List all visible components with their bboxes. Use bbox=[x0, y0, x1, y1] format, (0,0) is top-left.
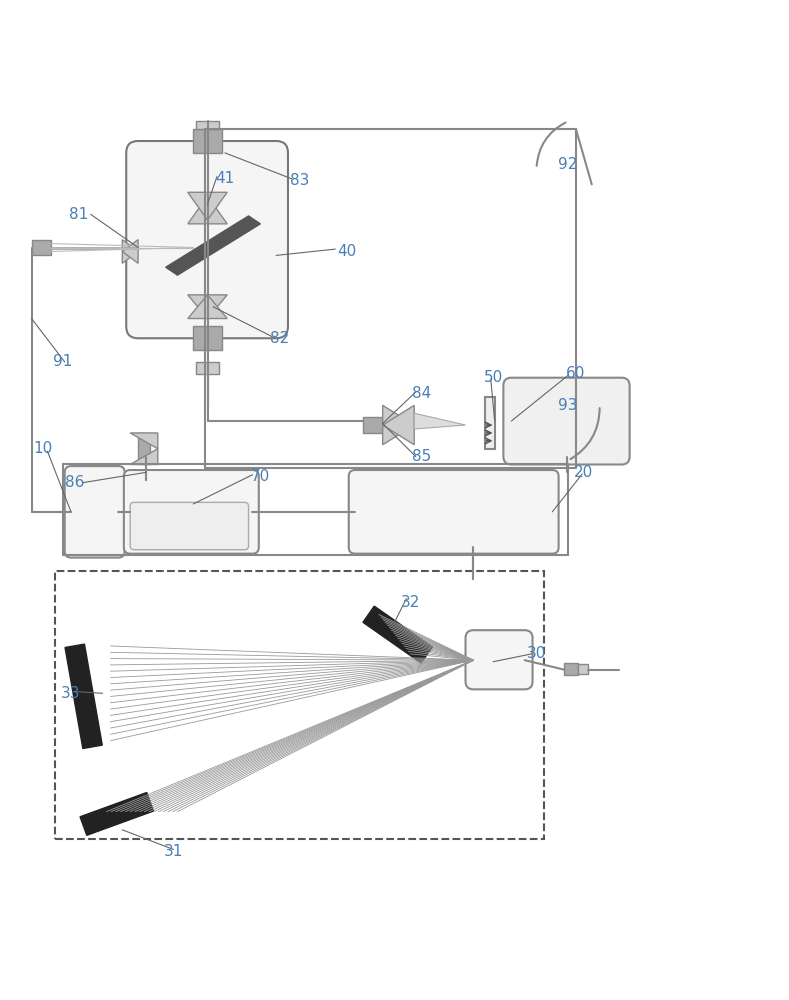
Bar bbox=[80, 793, 154, 835]
Bar bbox=[55, 571, 544, 839]
Bar bbox=[193, 129, 222, 153]
FancyBboxPatch shape bbox=[503, 378, 630, 464]
FancyBboxPatch shape bbox=[466, 630, 533, 689]
Bar bbox=[196, 362, 219, 374]
Text: 10: 10 bbox=[34, 441, 53, 456]
Polygon shape bbox=[166, 216, 260, 275]
Polygon shape bbox=[414, 413, 466, 429]
Text: 81: 81 bbox=[69, 207, 88, 222]
Text: 33: 33 bbox=[62, 686, 80, 701]
Polygon shape bbox=[130, 433, 158, 449]
Text: 85: 85 bbox=[413, 449, 432, 464]
Polygon shape bbox=[188, 196, 227, 224]
Text: 93: 93 bbox=[559, 398, 578, 413]
Bar bbox=[193, 326, 222, 350]
Text: 83: 83 bbox=[290, 173, 309, 188]
Text: 31: 31 bbox=[164, 844, 183, 859]
Polygon shape bbox=[130, 449, 158, 464]
Text: 70: 70 bbox=[251, 469, 270, 484]
Text: 92: 92 bbox=[559, 157, 578, 172]
Bar bbox=[65, 644, 103, 749]
FancyBboxPatch shape bbox=[124, 470, 259, 554]
Polygon shape bbox=[383, 405, 414, 445]
Bar bbox=[32, 240, 51, 255]
Text: 82: 82 bbox=[271, 331, 290, 346]
Bar bbox=[138, 433, 150, 464]
Bar bbox=[363, 606, 432, 663]
Text: 84: 84 bbox=[413, 386, 432, 401]
Bar bbox=[564, 663, 578, 675]
Text: 32: 32 bbox=[401, 595, 420, 610]
Text: 40: 40 bbox=[338, 244, 357, 259]
Text: 41: 41 bbox=[215, 171, 234, 186]
Polygon shape bbox=[188, 295, 227, 319]
Bar bbox=[485, 397, 495, 449]
Polygon shape bbox=[188, 295, 227, 319]
Bar bbox=[363, 417, 383, 433]
Text: 86: 86 bbox=[65, 475, 84, 490]
Polygon shape bbox=[122, 240, 138, 263]
Text: 60: 60 bbox=[567, 366, 585, 381]
Bar bbox=[578, 664, 588, 674]
Text: 91: 91 bbox=[54, 354, 73, 369]
Text: 30: 30 bbox=[527, 646, 546, 661]
FancyBboxPatch shape bbox=[130, 502, 249, 550]
FancyBboxPatch shape bbox=[126, 141, 288, 338]
Polygon shape bbox=[383, 405, 414, 445]
FancyBboxPatch shape bbox=[349, 470, 559, 554]
Bar bbox=[196, 121, 219, 129]
FancyBboxPatch shape bbox=[65, 466, 125, 558]
Text: 50: 50 bbox=[484, 370, 503, 385]
Polygon shape bbox=[122, 240, 138, 263]
Text: 20: 20 bbox=[574, 465, 593, 480]
Polygon shape bbox=[188, 192, 227, 220]
